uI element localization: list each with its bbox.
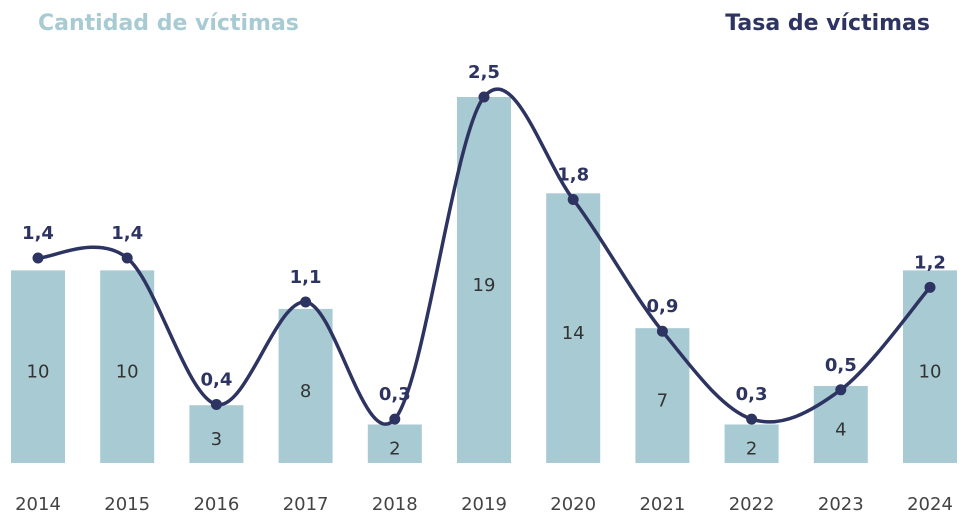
bar (457, 97, 511, 463)
bar (367, 424, 422, 463)
bar (11, 270, 65, 463)
bar (724, 424, 779, 463)
bar-label: 10 (27, 362, 50, 383)
x-tick-label: 2019 (461, 494, 507, 515)
bar (546, 193, 601, 463)
line-label: 1,4 (111, 223, 143, 244)
x-tick-label: 2022 (729, 494, 775, 515)
line-label: 1,4 (22, 223, 54, 244)
x-tick-label: 2014 (15, 494, 61, 515)
line-label: 1,8 (557, 164, 589, 185)
bar-label: 3 (211, 429, 222, 450)
line-point (210, 398, 222, 410)
line-point (478, 91, 490, 103)
legend-line: Tasa de víctimas (725, 11, 930, 36)
line-point (924, 281, 936, 293)
bar-label: 2 (746, 439, 757, 460)
bar-label: 2 (389, 439, 400, 460)
bar (903, 270, 957, 463)
x-tick-label: 2020 (550, 494, 596, 515)
line-point (567, 193, 579, 205)
line-point (300, 296, 312, 308)
line-point (121, 252, 133, 264)
line-label: 0,9 (646, 296, 678, 317)
line-point (32, 252, 44, 264)
x-tick-label: 2017 (283, 494, 329, 515)
bar-label: 8 (300, 381, 311, 402)
x-tick-label: 2023 (818, 494, 864, 515)
line-label: 1,1 (290, 267, 322, 288)
line-point (746, 413, 758, 425)
x-tick-label: 2016 (193, 494, 239, 515)
bar (189, 405, 244, 463)
x-tick-label: 2015 (104, 494, 150, 515)
bar-label: 7 (657, 391, 668, 412)
x-tick-label: 2024 (907, 494, 953, 515)
x-tick-label: 2021 (639, 494, 685, 515)
line-label: 0,3 (379, 384, 411, 405)
bar (635, 328, 690, 463)
line-point (656, 325, 668, 337)
line-label: 1,2 (914, 252, 946, 273)
bar-label: 14 (562, 323, 585, 344)
bar (100, 270, 155, 463)
line-point (835, 384, 847, 396)
bar-label: 19 (473, 275, 496, 296)
line-label: 0,4 (200, 369, 232, 390)
bar-label: 10 (116, 362, 139, 383)
bar-label: 4 (835, 419, 846, 440)
legend-bars: Cantidad de víctimas (38, 11, 299, 36)
line-label: 0,3 (736, 384, 768, 405)
bar (278, 308, 333, 463)
line-label: 0,5 (825, 355, 857, 376)
bar (813, 385, 868, 463)
x-tick-label: 2018 (372, 494, 418, 515)
line-point (389, 413, 401, 425)
line-label: 2,5 (468, 62, 500, 83)
bar-label: 10 (919, 362, 942, 383)
